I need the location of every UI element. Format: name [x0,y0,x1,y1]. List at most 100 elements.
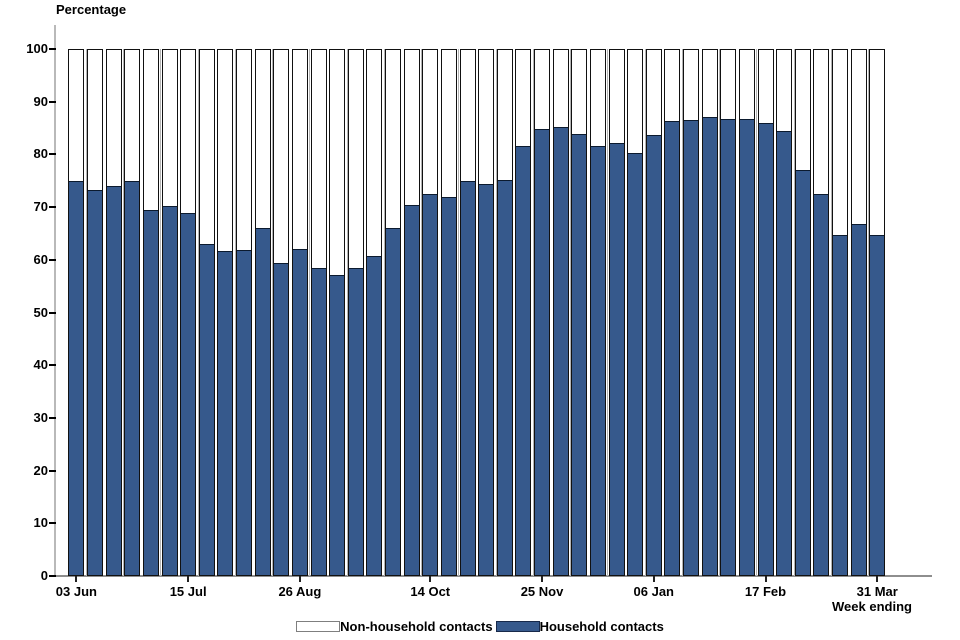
x-tick-03-Jun [75,576,78,582]
x-tick-label-03-Jun: 03 Jun [55,584,97,599]
y-tick-10 [49,522,56,525]
household-segment-23 Sep [367,255,382,575]
bar-10 Feb [738,49,755,576]
bar-11 Nov [496,49,513,576]
bar-18 Nov [515,49,532,576]
y-tick-20 [49,469,56,472]
household-segment-02 Dec [553,127,568,575]
x-tick-label-17-Feb: 17 Feb [744,584,787,599]
bar-08 Jul [161,49,178,576]
bar-09 Dec [571,49,588,576]
y-tick-100 [49,48,56,50]
bar-30 Sep [385,49,402,576]
household-segment-22 Jul [199,243,214,575]
bar-25 Nov [534,49,551,576]
bar-06 Jan [645,49,662,576]
y-tick-label-40: 40 [33,357,48,373]
legend-label-non-household-contacts: Non-household contacts [340,619,493,634]
y-tick-60 [49,258,56,261]
household-segment-30 Sep [386,228,401,575]
household-segment-03 Mar [795,169,810,575]
vertical-gridline [681,49,683,576]
bar-24 Jun [124,49,141,576]
bar-17 Feb [757,49,774,576]
bar-24 Mar [850,49,867,576]
household-segment-11 Nov [497,179,512,575]
bar-04 Nov [478,49,495,576]
household-segment-19 Aug [274,262,289,575]
household-segment-17 Feb [758,123,773,575]
y-axis-title: Percentage [56,2,127,17]
bar-28 Oct [459,49,476,576]
household-segment-16 Sep [348,268,363,575]
household-segment-24 Mar [851,224,866,575]
vertical-gridline [644,49,646,576]
x-axis-title: Week ending [832,599,912,614]
household-segment-10 Feb [739,119,754,575]
x-tick-label-26-Aug: 26 Aug [278,584,322,599]
bar-13 Jan [664,49,681,576]
bar-14 Oct [422,49,439,576]
y-tick-50 [49,311,56,314]
household-segment-23 Dec [609,142,624,575]
bar-09 Sep [329,49,346,576]
household-segment-16 Dec [590,146,605,575]
bar-30 Dec [627,49,644,576]
bar-10 Mar [813,49,830,576]
bar-16 Sep [347,49,364,576]
y-tick-0 [49,575,56,577]
y-tick-label-100: 100 [26,41,48,56]
bar-21 Oct [440,49,457,576]
y-tick-label-70: 70 [33,199,48,215]
household-segment-17 Jun [106,185,121,575]
y-tick-label-10: 10 [33,515,48,531]
y-tick-70 [49,206,56,209]
household-segment-30 Dec [628,153,643,575]
household-segment-26 Aug [292,249,307,575]
household-segment-10 Jun [88,189,103,575]
vertical-gridline [532,49,534,576]
y-tick-label-80: 80 [33,146,48,162]
vertical-gridline [495,49,497,576]
legend-swatch-household-contacts [495,621,540,632]
household-segment-20 Jan [684,119,699,575]
bar-02 Dec [552,49,569,576]
bar-01 Jul [142,49,159,576]
household-segment-17 Mar [833,235,848,575]
bar-23 Dec [608,49,625,576]
x-tick-31-Mar [876,576,879,582]
x-tick-15-Jul [187,576,190,582]
household-segment-21 Oct [441,197,456,575]
bar-17 Jun [105,49,122,576]
household-segment-12 Aug [255,227,270,575]
household-segment-27 Jan [702,116,717,575]
y-tick-label-60: 60 [33,251,48,267]
y-tick-90 [49,100,56,103]
vertical-gridline [793,49,795,576]
household-segment-07 Oct [404,205,419,575]
y-tick-30 [49,416,56,419]
y-axis-line [54,25,56,576]
household-segment-24 Jun [125,180,140,575]
vertical-gridline [719,49,721,576]
household-segment-04 Nov [479,183,494,575]
household-segment-06 Jan [646,134,661,575]
bar-22 Jul [198,49,215,576]
bar-02 Sep [310,49,327,576]
y-tick-label-30: 30 [33,409,48,425]
vertical-gridline [234,49,236,576]
bar-27 Jan [701,49,718,576]
household-segment-02 Sep [311,268,326,575]
bar-05 Aug [236,49,253,576]
x-tick-label-31-Mar: 31 Mar [856,584,898,599]
bar-03 Jun [68,49,85,576]
vertical-gridline [830,49,832,576]
x-tick-label-06-Jan: 06 Jan [633,584,674,599]
bar-26 Aug [291,49,308,576]
household-segment-01 Jul [143,209,158,575]
household-segment-03 Jun [69,180,84,575]
vertical-gridline [570,49,572,576]
bar-20 Jan [683,49,700,576]
household-segment-13 Jan [665,121,680,575]
x-tick-label-15-Jul: 15 Jul [169,584,207,599]
